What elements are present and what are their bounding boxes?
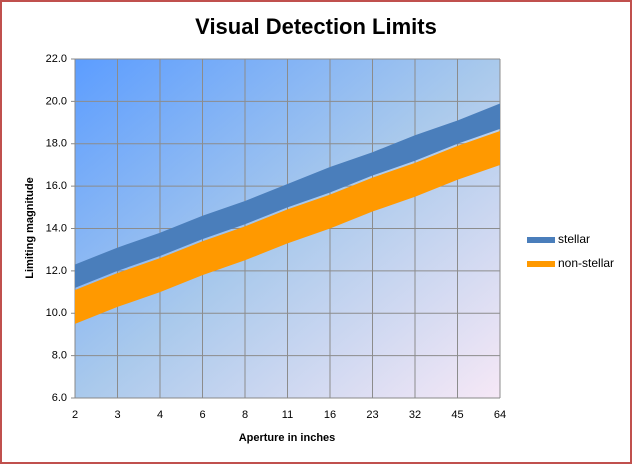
x-tick-label: 2 bbox=[72, 409, 78, 421]
y-tick-label: 10.0 bbox=[46, 307, 67, 319]
x-tick-label: 32 bbox=[409, 409, 421, 421]
x-tick-label: 3 bbox=[114, 409, 120, 421]
y-tick-label: 22.0 bbox=[46, 53, 67, 65]
x-tick-label: 23 bbox=[366, 409, 378, 421]
x-tick-label: 8 bbox=[242, 409, 248, 421]
y-tick-label: 20.0 bbox=[46, 95, 67, 107]
x-tick-label: 64 bbox=[494, 409, 506, 421]
legend-label: non-stellar bbox=[558, 256, 614, 270]
x-tick-label: 16 bbox=[324, 409, 336, 421]
y-tick-label: 12.0 bbox=[46, 265, 67, 277]
y-tick-label: 6.0 bbox=[52, 392, 67, 404]
y-axis-title: Limiting magnitude bbox=[24, 177, 36, 278]
band bbox=[75, 103, 500, 288]
band bbox=[75, 131, 500, 324]
y-tick-label: 18.0 bbox=[46, 138, 67, 150]
x-tick-label: 4 bbox=[157, 409, 163, 421]
chart-title: Visual Detection Limits bbox=[195, 14, 437, 39]
x-tick-label: 11 bbox=[282, 409, 293, 421]
x-tick-label: 6 bbox=[199, 409, 205, 421]
x-tick-label: 45 bbox=[451, 409, 463, 421]
y-tick-label: 8.0 bbox=[52, 350, 67, 362]
legend-label: stellar bbox=[558, 232, 590, 246]
y-tick-label: 14.0 bbox=[46, 222, 67, 234]
x-axis-title: Aperture in inches bbox=[239, 432, 336, 444]
y-tick-label: 16.0 bbox=[46, 180, 67, 192]
